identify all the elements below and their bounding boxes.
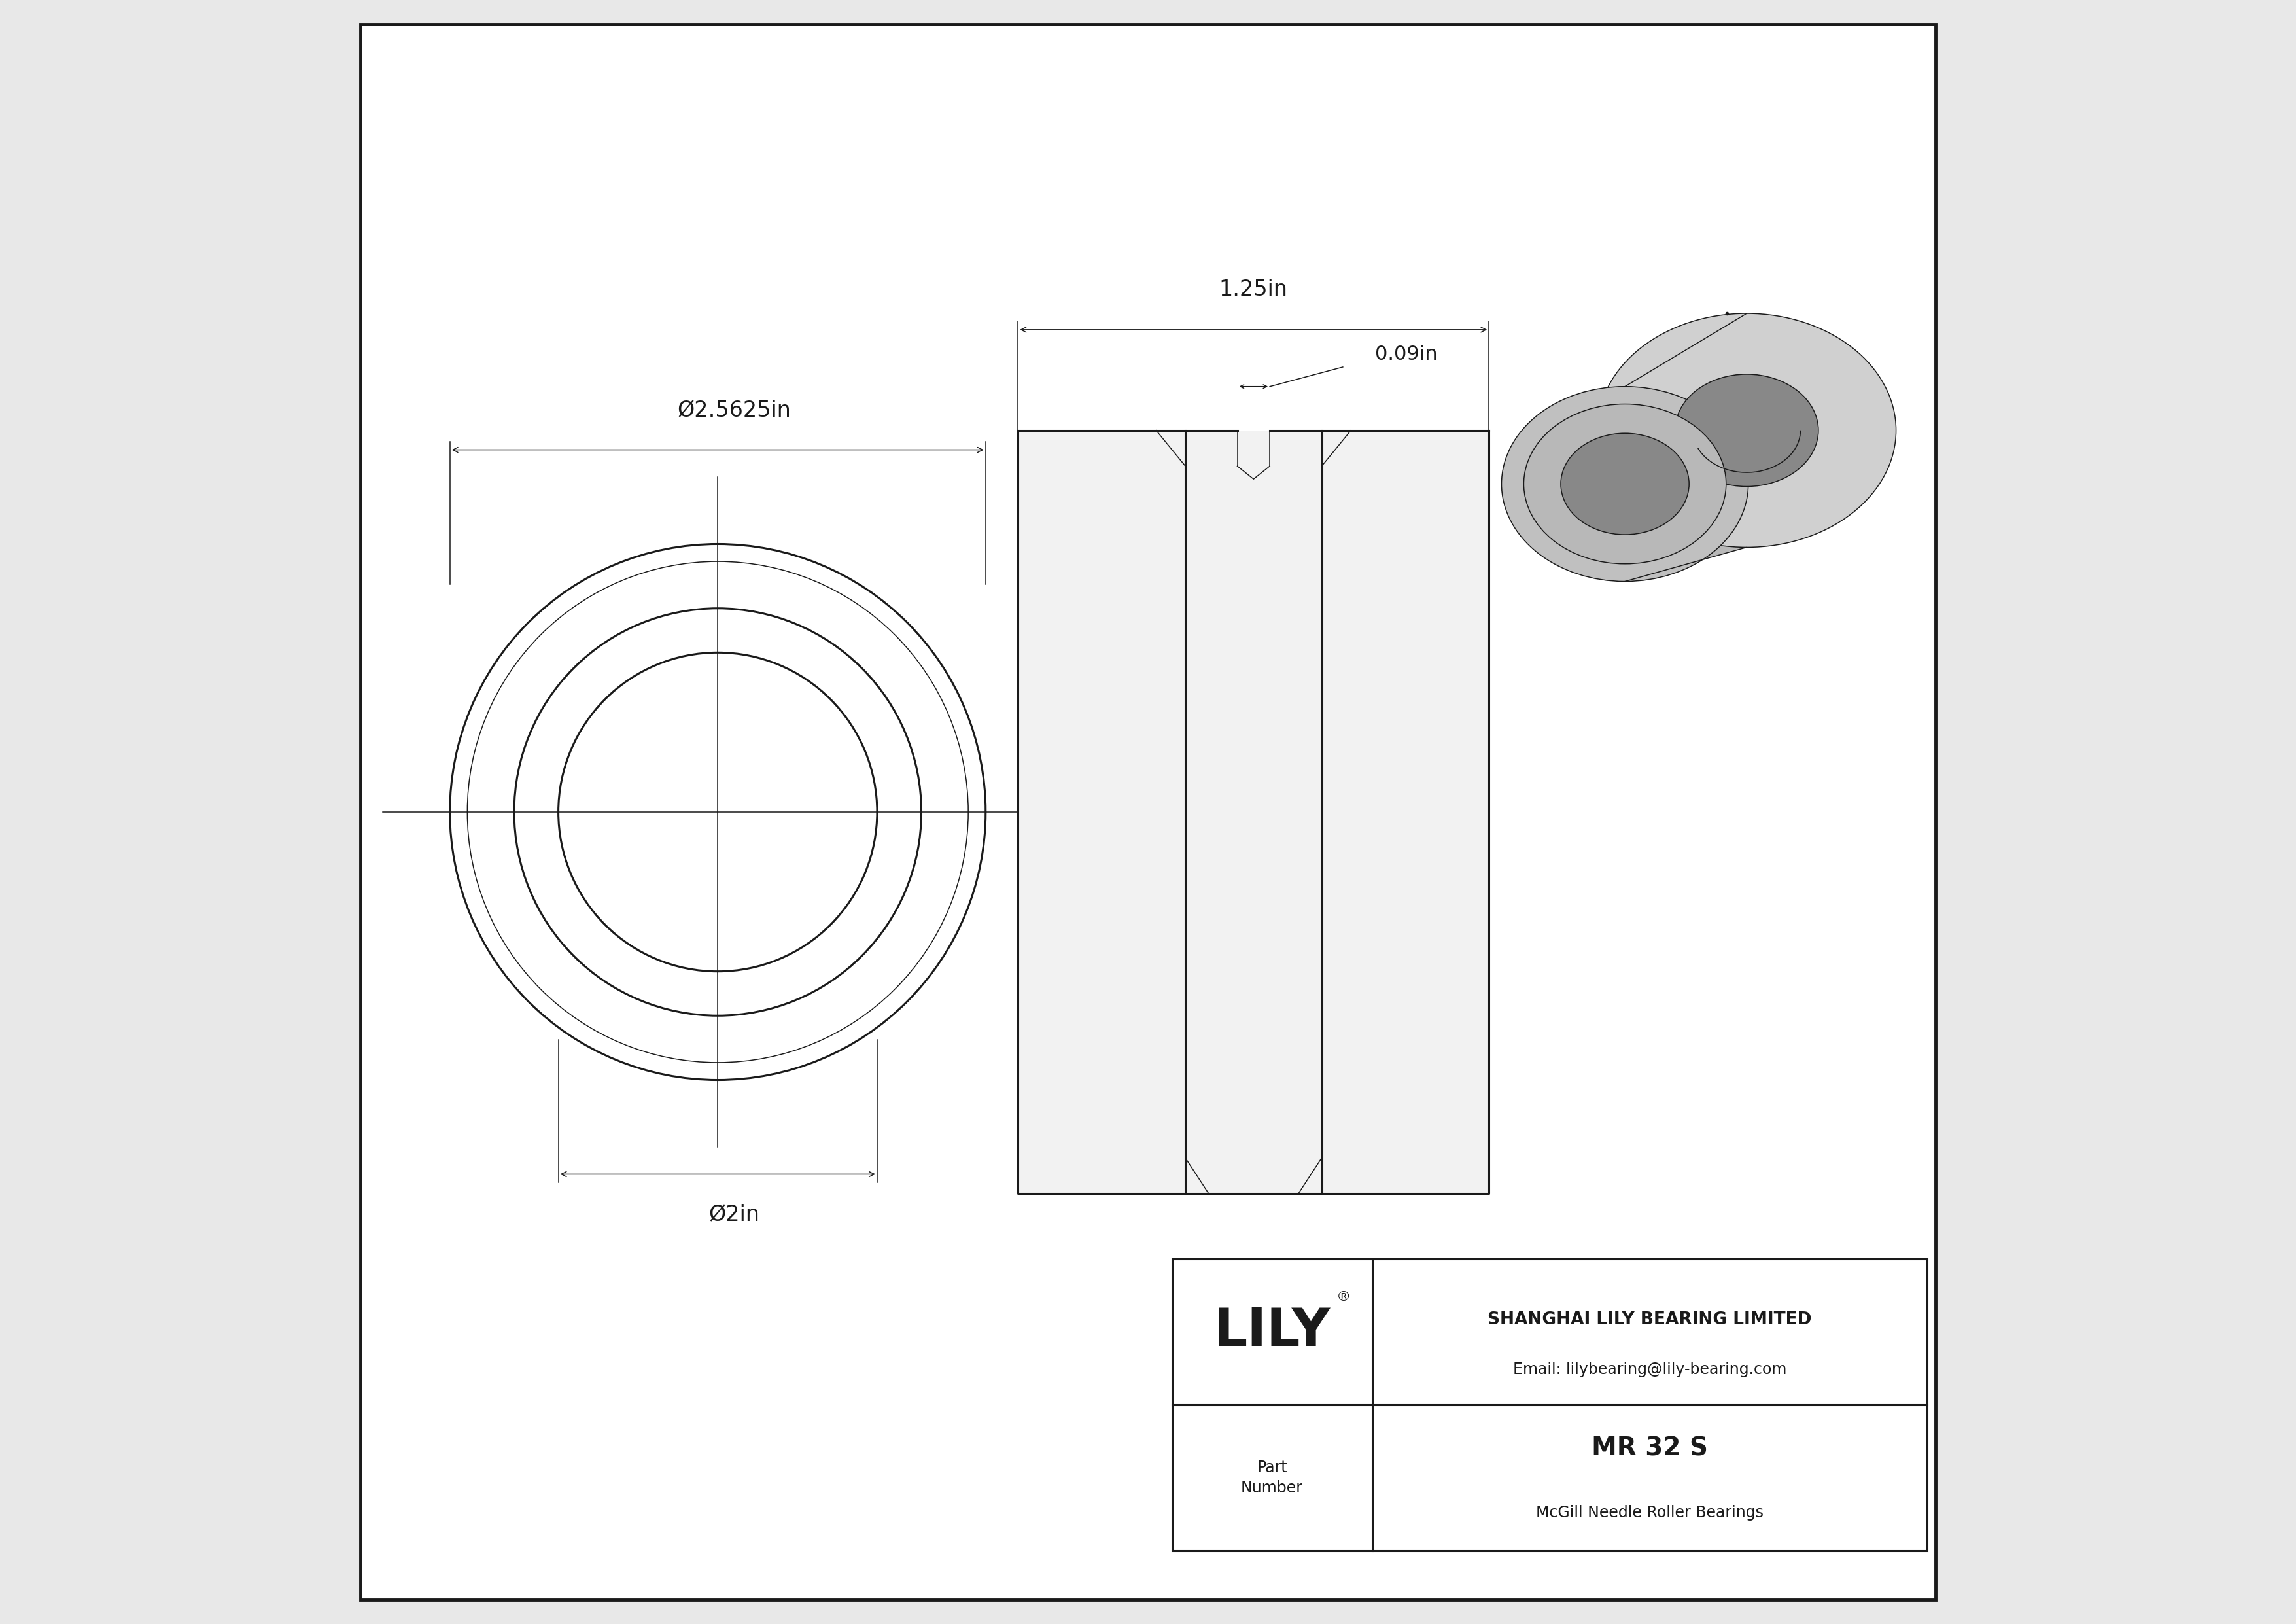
Text: Email: lilybearing@lily-bearing.com: Email: lilybearing@lily-bearing.com xyxy=(1513,1363,1786,1377)
FancyBboxPatch shape xyxy=(360,24,1936,1600)
Bar xyxy=(1017,430,1488,1194)
Ellipse shape xyxy=(1502,387,1747,581)
Bar xyxy=(1173,1259,1926,1551)
Ellipse shape xyxy=(1598,313,1896,547)
Text: 1.25in: 1.25in xyxy=(1219,279,1288,300)
Text: McGill Needle Roller Bearings: McGill Needle Roller Bearings xyxy=(1536,1505,1763,1520)
Text: Part
Number: Part Number xyxy=(1240,1460,1304,1496)
Ellipse shape xyxy=(1525,404,1727,564)
Text: ®: ® xyxy=(1336,1289,1350,1302)
Polygon shape xyxy=(1626,313,1747,581)
Text: Ø2in: Ø2in xyxy=(709,1203,760,1224)
Ellipse shape xyxy=(1561,434,1690,534)
Text: SHANGHAI LILY BEARING LIMITED: SHANGHAI LILY BEARING LIMITED xyxy=(1488,1312,1812,1328)
Ellipse shape xyxy=(1676,374,1818,487)
Text: Ø2.5625in: Ø2.5625in xyxy=(677,400,790,421)
Text: 0.09in: 0.09in xyxy=(1375,344,1437,364)
Text: MR 32 S: MR 32 S xyxy=(1591,1436,1708,1462)
Text: LILY: LILY xyxy=(1215,1306,1329,1358)
